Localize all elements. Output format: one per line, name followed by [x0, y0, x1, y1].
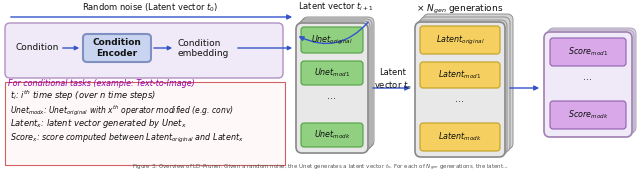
- FancyBboxPatch shape: [546, 30, 634, 135]
- FancyBboxPatch shape: [423, 14, 513, 149]
- Text: For conditional tasks (example: Text-to-Image): For conditional tasks (example: Text-to-…: [8, 79, 195, 88]
- Text: $Latent_x$: latent vector generated by $Unet_x$: $Latent_x$: latent vector generated by $…: [10, 117, 187, 130]
- FancyBboxPatch shape: [417, 20, 507, 155]
- Text: $Score_{mod1}$: $Score_{mod1}$: [568, 46, 608, 58]
- FancyBboxPatch shape: [5, 23, 283, 78]
- Text: Condition: Condition: [15, 44, 58, 52]
- FancyBboxPatch shape: [420, 17, 510, 152]
- FancyBboxPatch shape: [415, 22, 505, 157]
- FancyBboxPatch shape: [301, 27, 363, 53]
- Text: $Score_x$: score computed between $Latent_{original}$ and $Latent_x$: $Score_x$: score computed between $Laten…: [10, 132, 244, 145]
- Text: $Unet_{mod1}$: $Unet_{mod1}$: [314, 67, 350, 79]
- Bar: [5, 82, 285, 165]
- Text: $Unet_{modk}$: $Unet_{modk}$: [314, 129, 351, 141]
- FancyBboxPatch shape: [420, 62, 500, 88]
- Text: Latent
vector $t_n$: Latent vector $t_n$: [374, 68, 412, 92]
- Text: ...: ...: [328, 91, 337, 101]
- FancyBboxPatch shape: [298, 21, 370, 151]
- FancyBboxPatch shape: [83, 34, 151, 62]
- Text: $Latent_{mod1}$: $Latent_{mod1}$: [438, 69, 481, 81]
- FancyBboxPatch shape: [302, 17, 374, 147]
- FancyBboxPatch shape: [296, 23, 368, 153]
- FancyBboxPatch shape: [550, 101, 626, 129]
- FancyBboxPatch shape: [548, 28, 636, 133]
- Text: Random noise (Latent vector $t_0$): Random noise (Latent vector $t_0$): [82, 2, 218, 14]
- Text: Figure 3: Overview of LD-Pruner. Given a random noise, the Unet generates a late: Figure 3: Overview of LD-Pruner. Given a…: [132, 163, 508, 173]
- Text: Latent vector $t_{i+1}$: Latent vector $t_{i+1}$: [298, 1, 374, 13]
- Text: ...: ...: [584, 72, 593, 82]
- FancyBboxPatch shape: [550, 38, 626, 66]
- Text: $\times$ $N_{gen}$ generations: $\times$ $N_{gen}$ generations: [417, 3, 504, 16]
- FancyBboxPatch shape: [420, 123, 500, 151]
- Text: $t_i$: $i^{th}$ time step (over $n$ time steps): $t_i$: $i^{th}$ time step (over $n$ time…: [10, 89, 156, 103]
- FancyBboxPatch shape: [301, 61, 363, 85]
- Text: $Latent_{modk}$: $Latent_{modk}$: [438, 131, 482, 143]
- FancyBboxPatch shape: [544, 32, 632, 137]
- FancyBboxPatch shape: [301, 123, 363, 147]
- FancyBboxPatch shape: [420, 26, 500, 54]
- Text: embedding: embedding: [178, 48, 229, 58]
- Text: $Score_{modk}$: $Score_{modk}$: [568, 109, 608, 121]
- Text: Condition
Encoder: Condition Encoder: [93, 38, 141, 58]
- FancyBboxPatch shape: [300, 19, 372, 149]
- Text: $Latent_{original}$: $Latent_{original}$: [436, 33, 484, 47]
- Text: $Unet_{modx}$: $Unet_{original}$ with $x^{th}$ operator modified (e.g. conv): $Unet_{modx}$: $Unet_{original}$ with $x…: [10, 103, 234, 117]
- Text: $Unet_{original}$: $Unet_{original}$: [311, 33, 353, 47]
- Text: ...: ...: [456, 94, 465, 104]
- Text: Condition: Condition: [178, 40, 221, 48]
